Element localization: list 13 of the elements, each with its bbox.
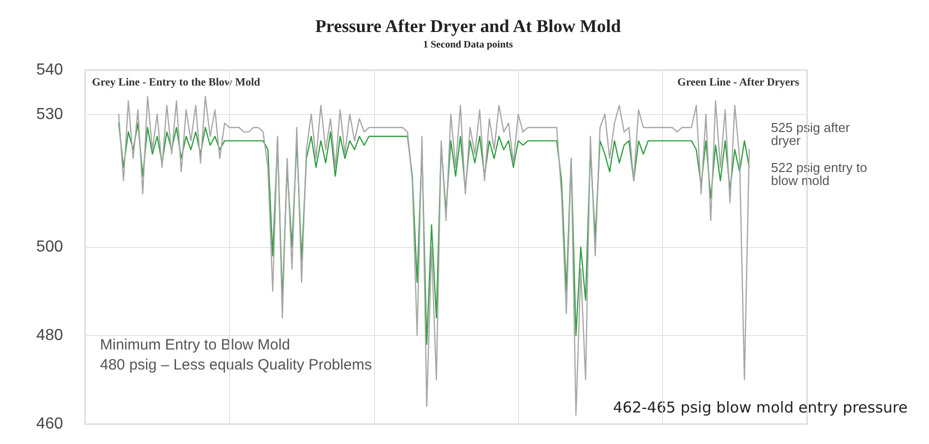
annotation: 462-465 psig blow mold entry pressure bbox=[613, 398, 908, 416]
y-tick-label: 530 bbox=[36, 106, 64, 123]
chart-subtitle: 1 Second Data points bbox=[423, 40, 513, 50]
y-tick-label: 460 bbox=[36, 416, 64, 432]
chart-title: Pressure After Dryer and At Blow Mold bbox=[315, 16, 621, 36]
annotation: Grey Line - Entry to the Blow Mold bbox=[92, 76, 260, 88]
annotation: Green Line - After Dryers bbox=[677, 76, 800, 88]
y-tick-label: 500 bbox=[36, 238, 64, 256]
annotation: 525 psig after dryer bbox=[771, 120, 854, 148]
y-tick-label: 480 bbox=[36, 327, 64, 344]
y-tick-label: 540 bbox=[36, 62, 64, 78]
annotation: Minimum Entry to Blow Mold 480 psig – Less equals Quality Problems bbox=[100, 336, 372, 374]
annotation: 522 psig entry to blow mold bbox=[771, 160, 871, 188]
